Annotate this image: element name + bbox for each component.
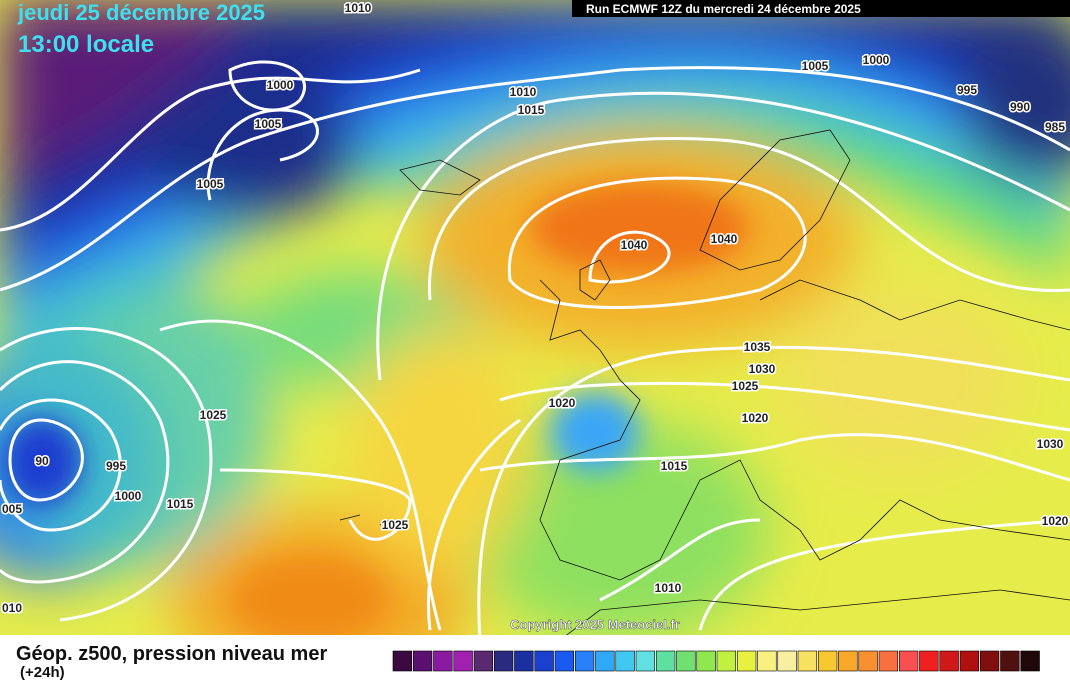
isobar-label: 1000 xyxy=(863,53,890,67)
run-box xyxy=(572,0,1070,17)
color-swatch xyxy=(979,650,1000,672)
color-swatch xyxy=(453,650,473,672)
isobar-label: 1005 xyxy=(255,117,282,131)
color-swatch xyxy=(514,650,534,672)
local-time: 13:00 locale xyxy=(18,31,154,58)
isobar-label: 1035 xyxy=(744,340,771,354)
color-scale xyxy=(392,650,1040,672)
weather-map: 1010 1000 1005 1005 1010 1015 1005 1000 995 990 98… xyxy=(0,0,1070,635)
isobar-label: 1025 xyxy=(732,379,759,393)
color-swatch xyxy=(412,650,433,672)
isobar-label: 1030 xyxy=(1037,437,1064,451)
isobar-label: 010 xyxy=(2,601,22,615)
isobar-label: 1005 xyxy=(197,177,224,191)
isobar-label: 985 xyxy=(1045,120,1065,134)
legend-subtitle: (+24h) xyxy=(20,664,65,681)
color-swatch xyxy=(817,650,838,672)
color-swatch xyxy=(838,650,858,672)
color-swatch xyxy=(473,650,494,672)
color-swatch xyxy=(574,650,595,672)
color-swatch xyxy=(595,650,615,672)
color-swatch xyxy=(716,650,737,672)
color-swatch xyxy=(858,650,878,672)
isobar-label: 1000 xyxy=(267,78,294,92)
color-swatch xyxy=(777,650,797,672)
isobar-label: 1015 xyxy=(167,497,194,511)
run-info: Run ECMWF 12Z du mercredi 24 décembre 20… xyxy=(586,2,861,16)
color-swatch xyxy=(655,650,676,672)
isobar-label: 1010 xyxy=(345,1,372,15)
isobar-label: 990 xyxy=(1010,100,1030,114)
isobar-labels: 1010 1000 1005 1005 1010 1015 1005 1000 995 990 98… xyxy=(0,0,1070,617)
color-swatch xyxy=(696,650,716,672)
isobar-label: 995 xyxy=(106,459,126,473)
isobar-label: 1020 xyxy=(1042,514,1069,528)
isobar-label: 1010 xyxy=(510,85,537,99)
color-swatch xyxy=(615,650,635,672)
copyright: Copyright 2025 Meteociel.fr xyxy=(510,617,680,632)
isobar-label: 1015 xyxy=(661,459,688,473)
coastlines xyxy=(339,129,1070,635)
color-swatch xyxy=(797,650,818,672)
isobar-label: 1040 xyxy=(711,232,738,246)
date: jeudi 25 décembre 2025 xyxy=(17,0,265,25)
isobar-label: 1020 xyxy=(549,396,576,410)
isobar-label: 1025 xyxy=(382,518,409,532)
color-swatch xyxy=(898,650,919,672)
isobar-label: 1005 xyxy=(802,59,829,73)
isobar-label: 1020 xyxy=(742,411,769,425)
legend-title: Géop. z500, pression niveau mer xyxy=(16,643,328,665)
color-swatch xyxy=(676,650,696,672)
color-swatch xyxy=(939,650,959,672)
color-swatch xyxy=(433,650,453,672)
color-swatch xyxy=(878,650,899,672)
color-swatch xyxy=(919,650,939,672)
isobar-label: 90 xyxy=(35,454,49,468)
isobar-label: 005 xyxy=(2,502,22,516)
color-swatch xyxy=(757,650,777,672)
color-swatch xyxy=(1020,650,1040,672)
color-swatch xyxy=(534,650,554,672)
isobar-label: 995 xyxy=(957,83,977,97)
color-swatch xyxy=(635,650,656,672)
color-swatch xyxy=(959,650,980,672)
color-swatch xyxy=(736,650,757,672)
isobar-label: 1025 xyxy=(200,408,227,422)
color-swatch xyxy=(392,650,413,672)
isobar-label: 1040 xyxy=(621,238,648,252)
isobar-label: 1030 xyxy=(749,362,776,376)
isobars xyxy=(0,60,1070,635)
color-swatch xyxy=(493,650,514,672)
isobar-label: 1000 xyxy=(115,489,142,503)
isobar-label: 1015 xyxy=(518,103,545,117)
color-swatch xyxy=(1000,650,1020,672)
color-swatch xyxy=(554,650,575,672)
isobar-label: 1010 xyxy=(655,581,682,595)
